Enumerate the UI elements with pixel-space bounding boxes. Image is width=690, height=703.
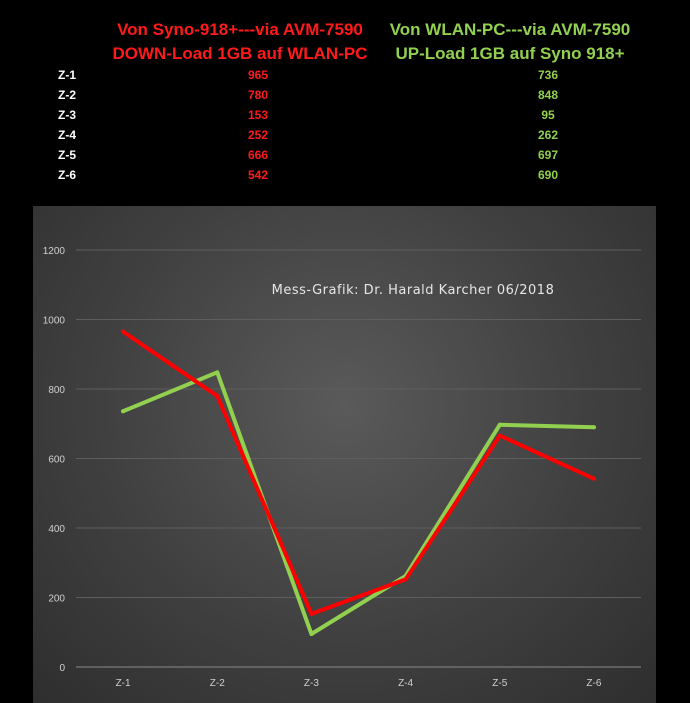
x-tick-label: Z-2 — [210, 678, 225, 689]
row-label: Z-4 — [58, 128, 76, 142]
download-header-line2: DOWN-Load 1GB auf WLAN-PC — [112, 44, 368, 63]
series-line-0 — [121, 370, 596, 636]
download-value: 542 — [247, 168, 269, 182]
row-label: Z-5 — [58, 148, 76, 162]
table-row: Z-3 153 95 — [0, 105, 648, 125]
data-point — [215, 370, 220, 375]
y-tick-label: 0 — [59, 663, 65, 674]
upload-value: 690 — [537, 168, 559, 182]
download-value: 252 — [247, 128, 269, 142]
upload-value: 848 — [537, 88, 559, 102]
download-value: 153 — [247, 108, 269, 122]
data-point — [309, 631, 314, 636]
y-tick-label: 800 — [48, 385, 65, 396]
x-tick-label: Z-3 — [304, 678, 319, 689]
table-row: Z-2 780 848 — [0, 85, 648, 105]
x-tick-label: Z-4 — [398, 678, 413, 689]
x-tick-label: Z-5 — [492, 678, 507, 689]
row-label: Z-1 — [58, 68, 76, 82]
series-line-1 — [121, 329, 596, 616]
table-row: Z-1 965 736 — [0, 65, 648, 85]
data-point — [121, 329, 126, 334]
y-tick-label: 400 — [48, 524, 65, 535]
table-row: Z-6 542 690 — [0, 165, 648, 185]
chart-panel: 0 200 400 600 800 1000 1200 Z-1 Z-2 Z-3 Z-4 Z-5 Z-6 M… — [33, 206, 656, 703]
data-point — [215, 393, 220, 398]
y-tick-label: 1000 — [43, 316, 66, 327]
y-tick-label: 200 — [48, 594, 65, 605]
data-point — [591, 476, 596, 481]
line-chart: 0 200 400 600 800 1000 1200 Z-1 Z-2 Z-3 Z-4 Z-5 Z-6 M… — [43, 246, 641, 689]
x-tick-label: Z-6 — [586, 678, 601, 689]
table-row: Z-4 252 262 — [0, 125, 648, 145]
upload-value: 262 — [537, 128, 559, 142]
data-point — [309, 611, 314, 616]
upload-header: Von WLAN-PC---via AVM-7590 UP-Load 1GB a… — [335, 18, 685, 66]
data-point — [591, 425, 596, 430]
download-value: 965 — [247, 68, 269, 82]
download-header-line1: Von Syno-918+---via AVM-7590 — [117, 20, 363, 39]
upload-value: 736 — [537, 68, 559, 82]
table-row: Z-5 666 697 — [0, 145, 648, 165]
data-point — [121, 409, 126, 414]
download-value: 780 — [247, 88, 269, 102]
download-header: Von Syno-918+---via AVM-7590 DOWN-Load 1… — [60, 18, 420, 66]
upload-header-line2: UP-Load 1GB auf Syno 918+ — [395, 44, 625, 63]
data-point — [403, 577, 408, 582]
upload-value: 697 — [537, 148, 559, 162]
row-label: Z-6 — [58, 168, 76, 182]
download-value: 666 — [247, 148, 269, 162]
data-point — [497, 433, 502, 438]
data-point — [497, 422, 502, 427]
row-label: Z-3 — [58, 108, 76, 122]
row-label: Z-2 — [58, 88, 76, 102]
upload-value: 95 — [541, 108, 555, 122]
x-tick-label: Z-1 — [116, 678, 131, 689]
y-tick-label: 600 — [48, 455, 65, 466]
upload-header-line1: Von WLAN-PC---via AVM-7590 — [389, 20, 631, 39]
y-tick-label: 1200 — [43, 246, 66, 257]
values-table: Z-1 965 736 Z-2 780 848 Z-3 153 95 Z-4 252 262 Z-5 66… — [0, 65, 648, 185]
chart-annotation: Mess-Grafik: Dr. Harald Karcher 06/2018 — [272, 283, 555, 298]
